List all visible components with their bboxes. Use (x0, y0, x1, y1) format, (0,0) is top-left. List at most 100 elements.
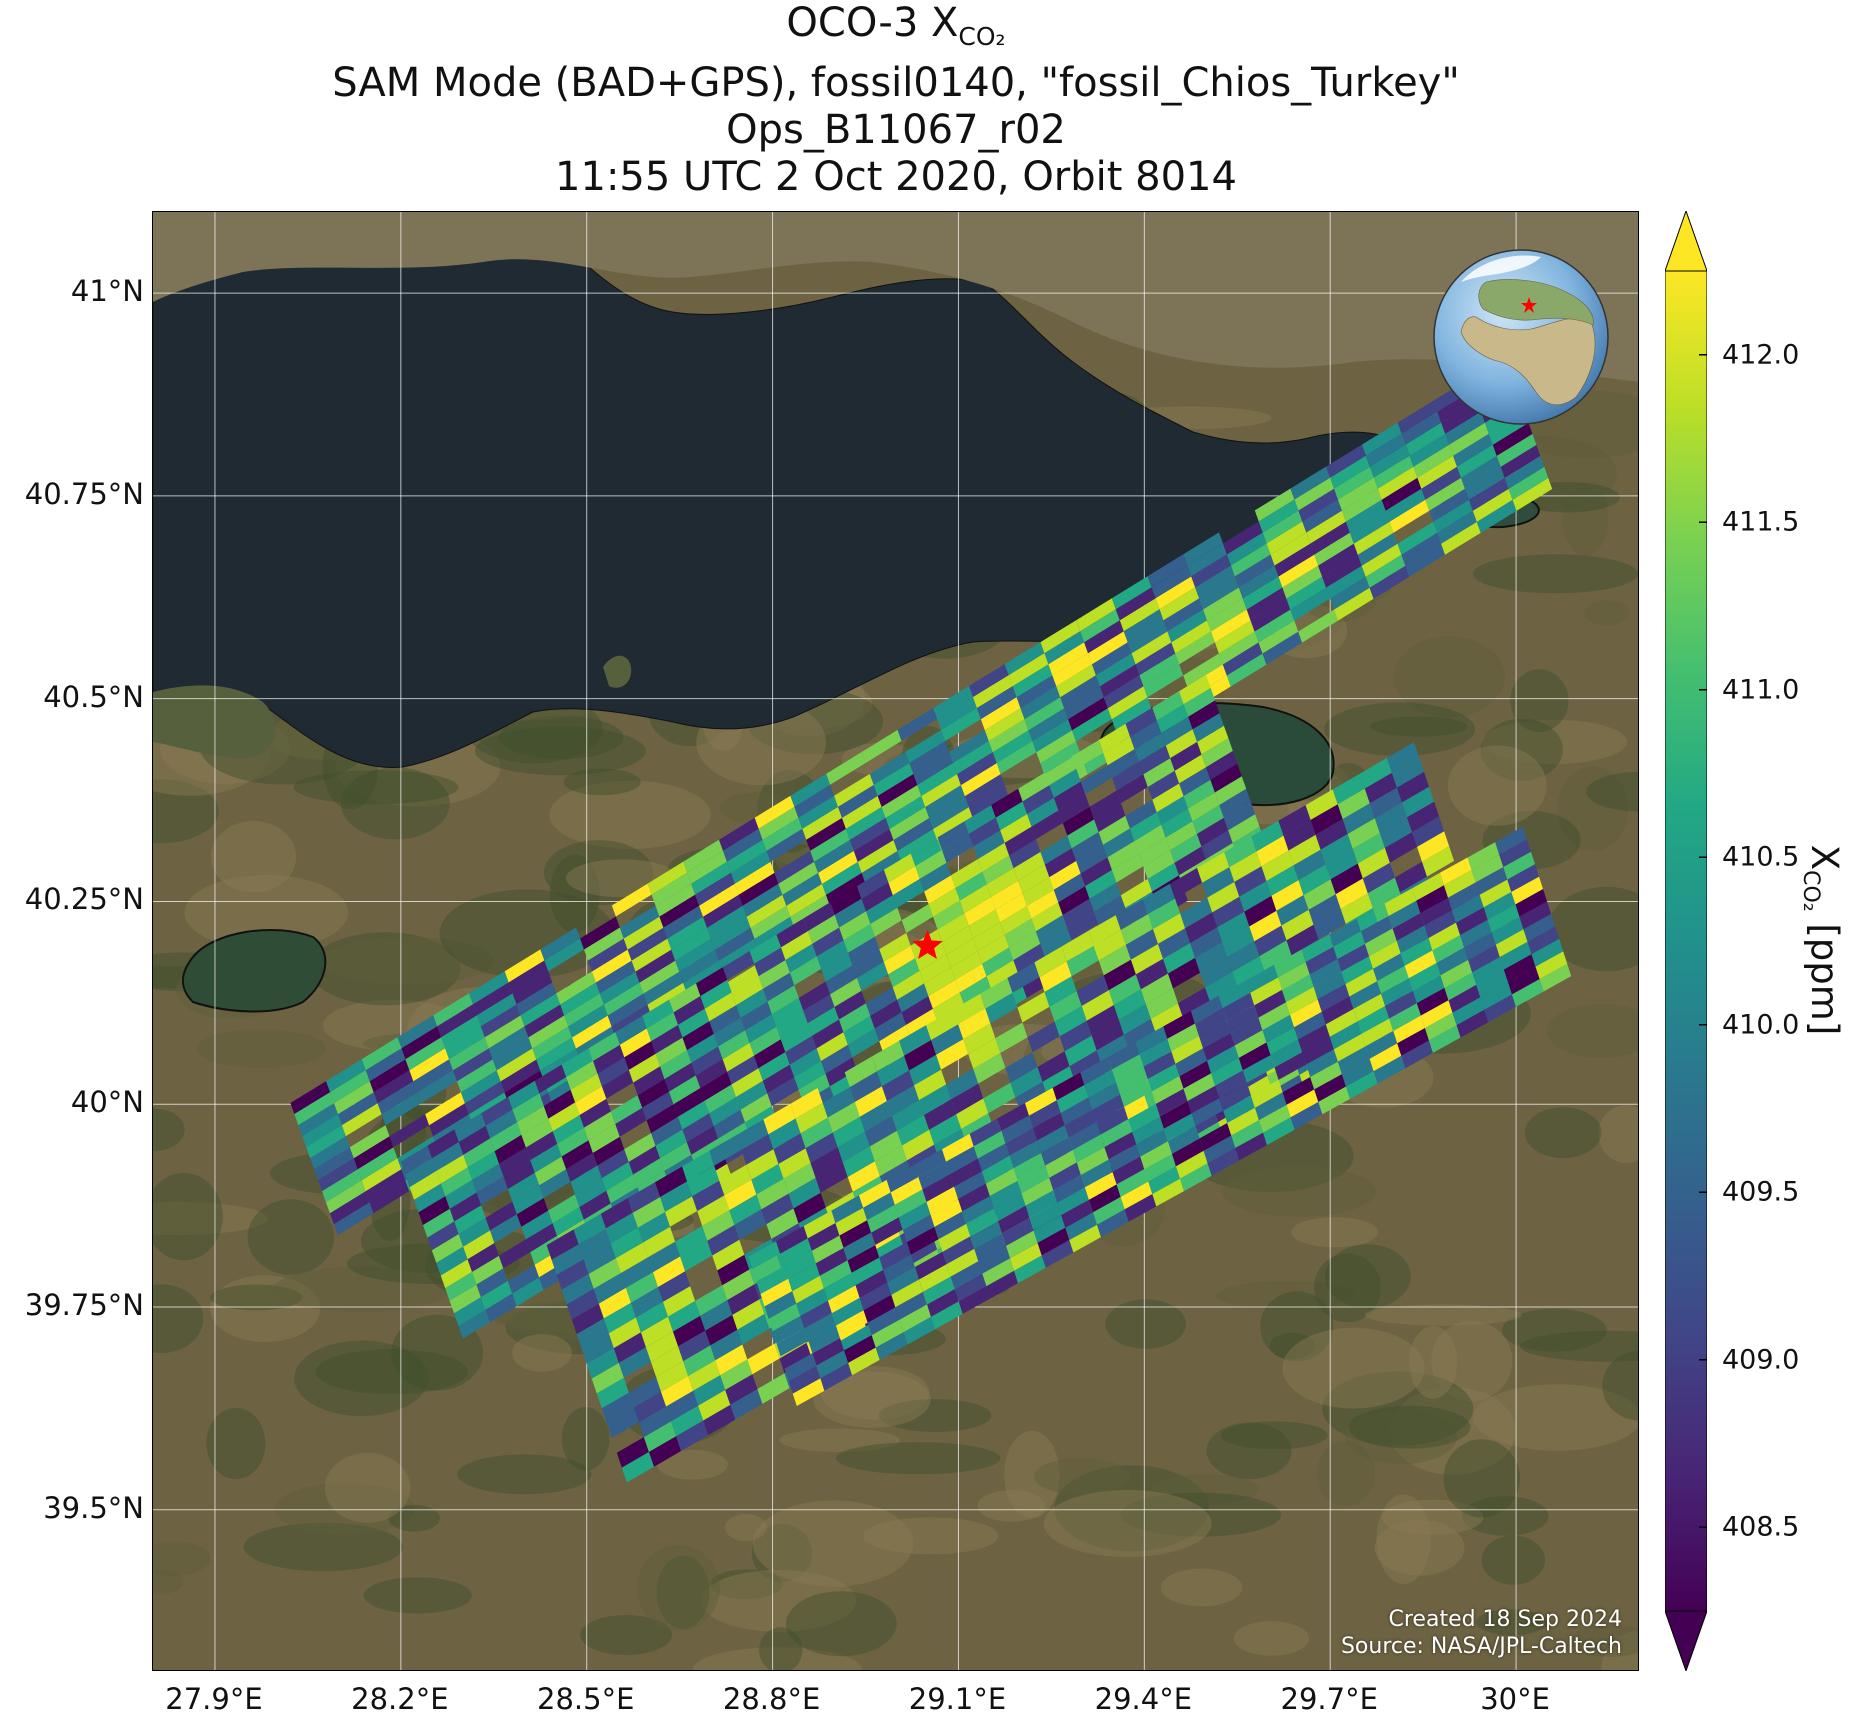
xco2-sounding (603, 1302, 636, 1334)
xco2-sounding (619, 905, 660, 939)
xco2-sounding (310, 1136, 350, 1170)
xco2-sounding (1441, 521, 1481, 555)
xco2-sounding (540, 927, 581, 961)
xco2-sounding (874, 1012, 906, 1042)
xco2-sounding (1111, 576, 1152, 610)
xco2-sounding (1325, 1008, 1358, 1037)
xco2-sounding (369, 1180, 410, 1214)
xco2-sounding (1116, 774, 1148, 804)
xco2-sounding (736, 1080, 768, 1110)
xco2-sounding (1175, 631, 1215, 665)
xco2-sounding (422, 1208, 455, 1238)
xco2-sounding (885, 796, 926, 829)
xco2-sounding (1345, 1071, 1378, 1099)
xco2-sounding (1278, 554, 1319, 588)
xco2-sounding (1037, 1125, 1069, 1153)
xco2-sounding (718, 1030, 750, 1060)
xco2-sounding (431, 1234, 464, 1263)
xco2-sounding (603, 982, 644, 1016)
xco2-sounding (588, 1258, 621, 1289)
xco2-sounding (1049, 768, 1081, 798)
xco2-sounding (588, 938, 628, 972)
colorbar-tick-label: 408.5 (1722, 1511, 1800, 1543)
xco2-sounding (709, 1005, 741, 1034)
xco2-sounding (1223, 1095, 1255, 1123)
xco2-sounding (608, 1317, 641, 1349)
xco2-sounding (1281, 909, 1314, 941)
xco2-sounding (695, 1285, 728, 1316)
colorbar-tick-label: 410.5 (1722, 841, 1800, 873)
xco2-sounding (1044, 631, 1085, 665)
terrain-patch (474, 726, 646, 776)
xco2-sounding (725, 1374, 758, 1405)
xco2-sounding (1120, 914, 1153, 945)
xco2-sounding (1479, 879, 1512, 908)
xco2-sounding (1535, 951, 1568, 979)
terrain-patch (544, 840, 654, 906)
xco2-sounding (1203, 1135, 1236, 1164)
xco2-sounding (600, 1198, 633, 1229)
xco2-sounding (784, 1353, 817, 1382)
xco2-sounding (985, 992, 1018, 1024)
terrain-patch (820, 1366, 930, 1420)
xco2-sounding (1369, 940, 1401, 969)
xco2-sounding (1115, 587, 1156, 621)
xco2-sounding (1361, 422, 1402, 456)
terrain-patch (324, 1452, 411, 1523)
xco2-sounding (930, 1199, 963, 1227)
xco2-sounding (727, 1055, 759, 1085)
xco2-sounding (427, 1221, 459, 1251)
xco2-sounding (1353, 521, 1394, 555)
xco2-sounding (946, 1068, 979, 1100)
xco2-sounding (1138, 837, 1171, 867)
terrain-patch (1381, 1499, 1484, 1535)
xco2-sounding (1298, 488, 1338, 522)
xco2-sounding (1503, 954, 1536, 982)
longitude-tick-label: 28.8°E (722, 1682, 821, 1716)
xco2-sounding (1258, 620, 1299, 654)
xco2-sounding (1365, 433, 1406, 467)
xco2-sounding (831, 1195, 864, 1223)
xco2-sounding (1144, 1153, 1176, 1182)
xco2-sounding (1127, 620, 1168, 654)
terrain-patch (1520, 1330, 1638, 1362)
xco2-sounding (723, 828, 763, 862)
xco2-sounding (436, 1246, 468, 1276)
xco2-sounding (754, 1039, 786, 1069)
xco2-sounding (580, 916, 620, 950)
xco2-sounding (847, 1245, 880, 1273)
xco2-sounding (822, 861, 862, 895)
xco2-sounding (1274, 1052, 1307, 1080)
xco2-sounding (637, 1211, 670, 1243)
xco2-sounding (1012, 664, 1053, 698)
xco2-sounding (1424, 1012, 1457, 1041)
longitude-tick-label: 28.5°E (537, 1682, 635, 1716)
xco2-sounding (1091, 1019, 1124, 1051)
xco2-sounding (845, 806, 886, 840)
xco2-sounding (1116, 1066, 1148, 1095)
xco2-sounding (710, 1329, 743, 1361)
xco2-sounding (1187, 1085, 1220, 1114)
xco2-sounding (597, 1149, 629, 1179)
xco2-sounding (606, 1174, 638, 1204)
xco2-sounding (995, 1022, 1028, 1053)
xco2-sounding (746, 894, 787, 928)
xco2-sounding (485, 1109, 517, 1139)
xco2-sounding (1468, 944, 1500, 973)
terrain-patch (1462, 1496, 1549, 1536)
xco2-sounding (675, 1225, 708, 1257)
xco2-sounding (819, 1260, 852, 1289)
xco2-sounding (1223, 521, 1263, 555)
xco2-sounding (377, 1081, 418, 1115)
map-panel: Created 18 Sep 2024 Source: NASA/JPL-Cal… (152, 211, 1639, 1671)
xco2-sounding (1266, 521, 1307, 555)
xco2-sounding (1422, 846, 1455, 877)
xco2-sounding (647, 861, 688, 895)
xco2-sounding (365, 1169, 406, 1203)
xco2-sounding (680, 1240, 713, 1272)
xco2-sounding (842, 795, 882, 829)
xco2-sounding (717, 1254, 750, 1286)
xco2-sounding (1335, 878, 1368, 909)
xco2-sounding (757, 1373, 790, 1404)
xco2-sounding (581, 1333, 614, 1364)
